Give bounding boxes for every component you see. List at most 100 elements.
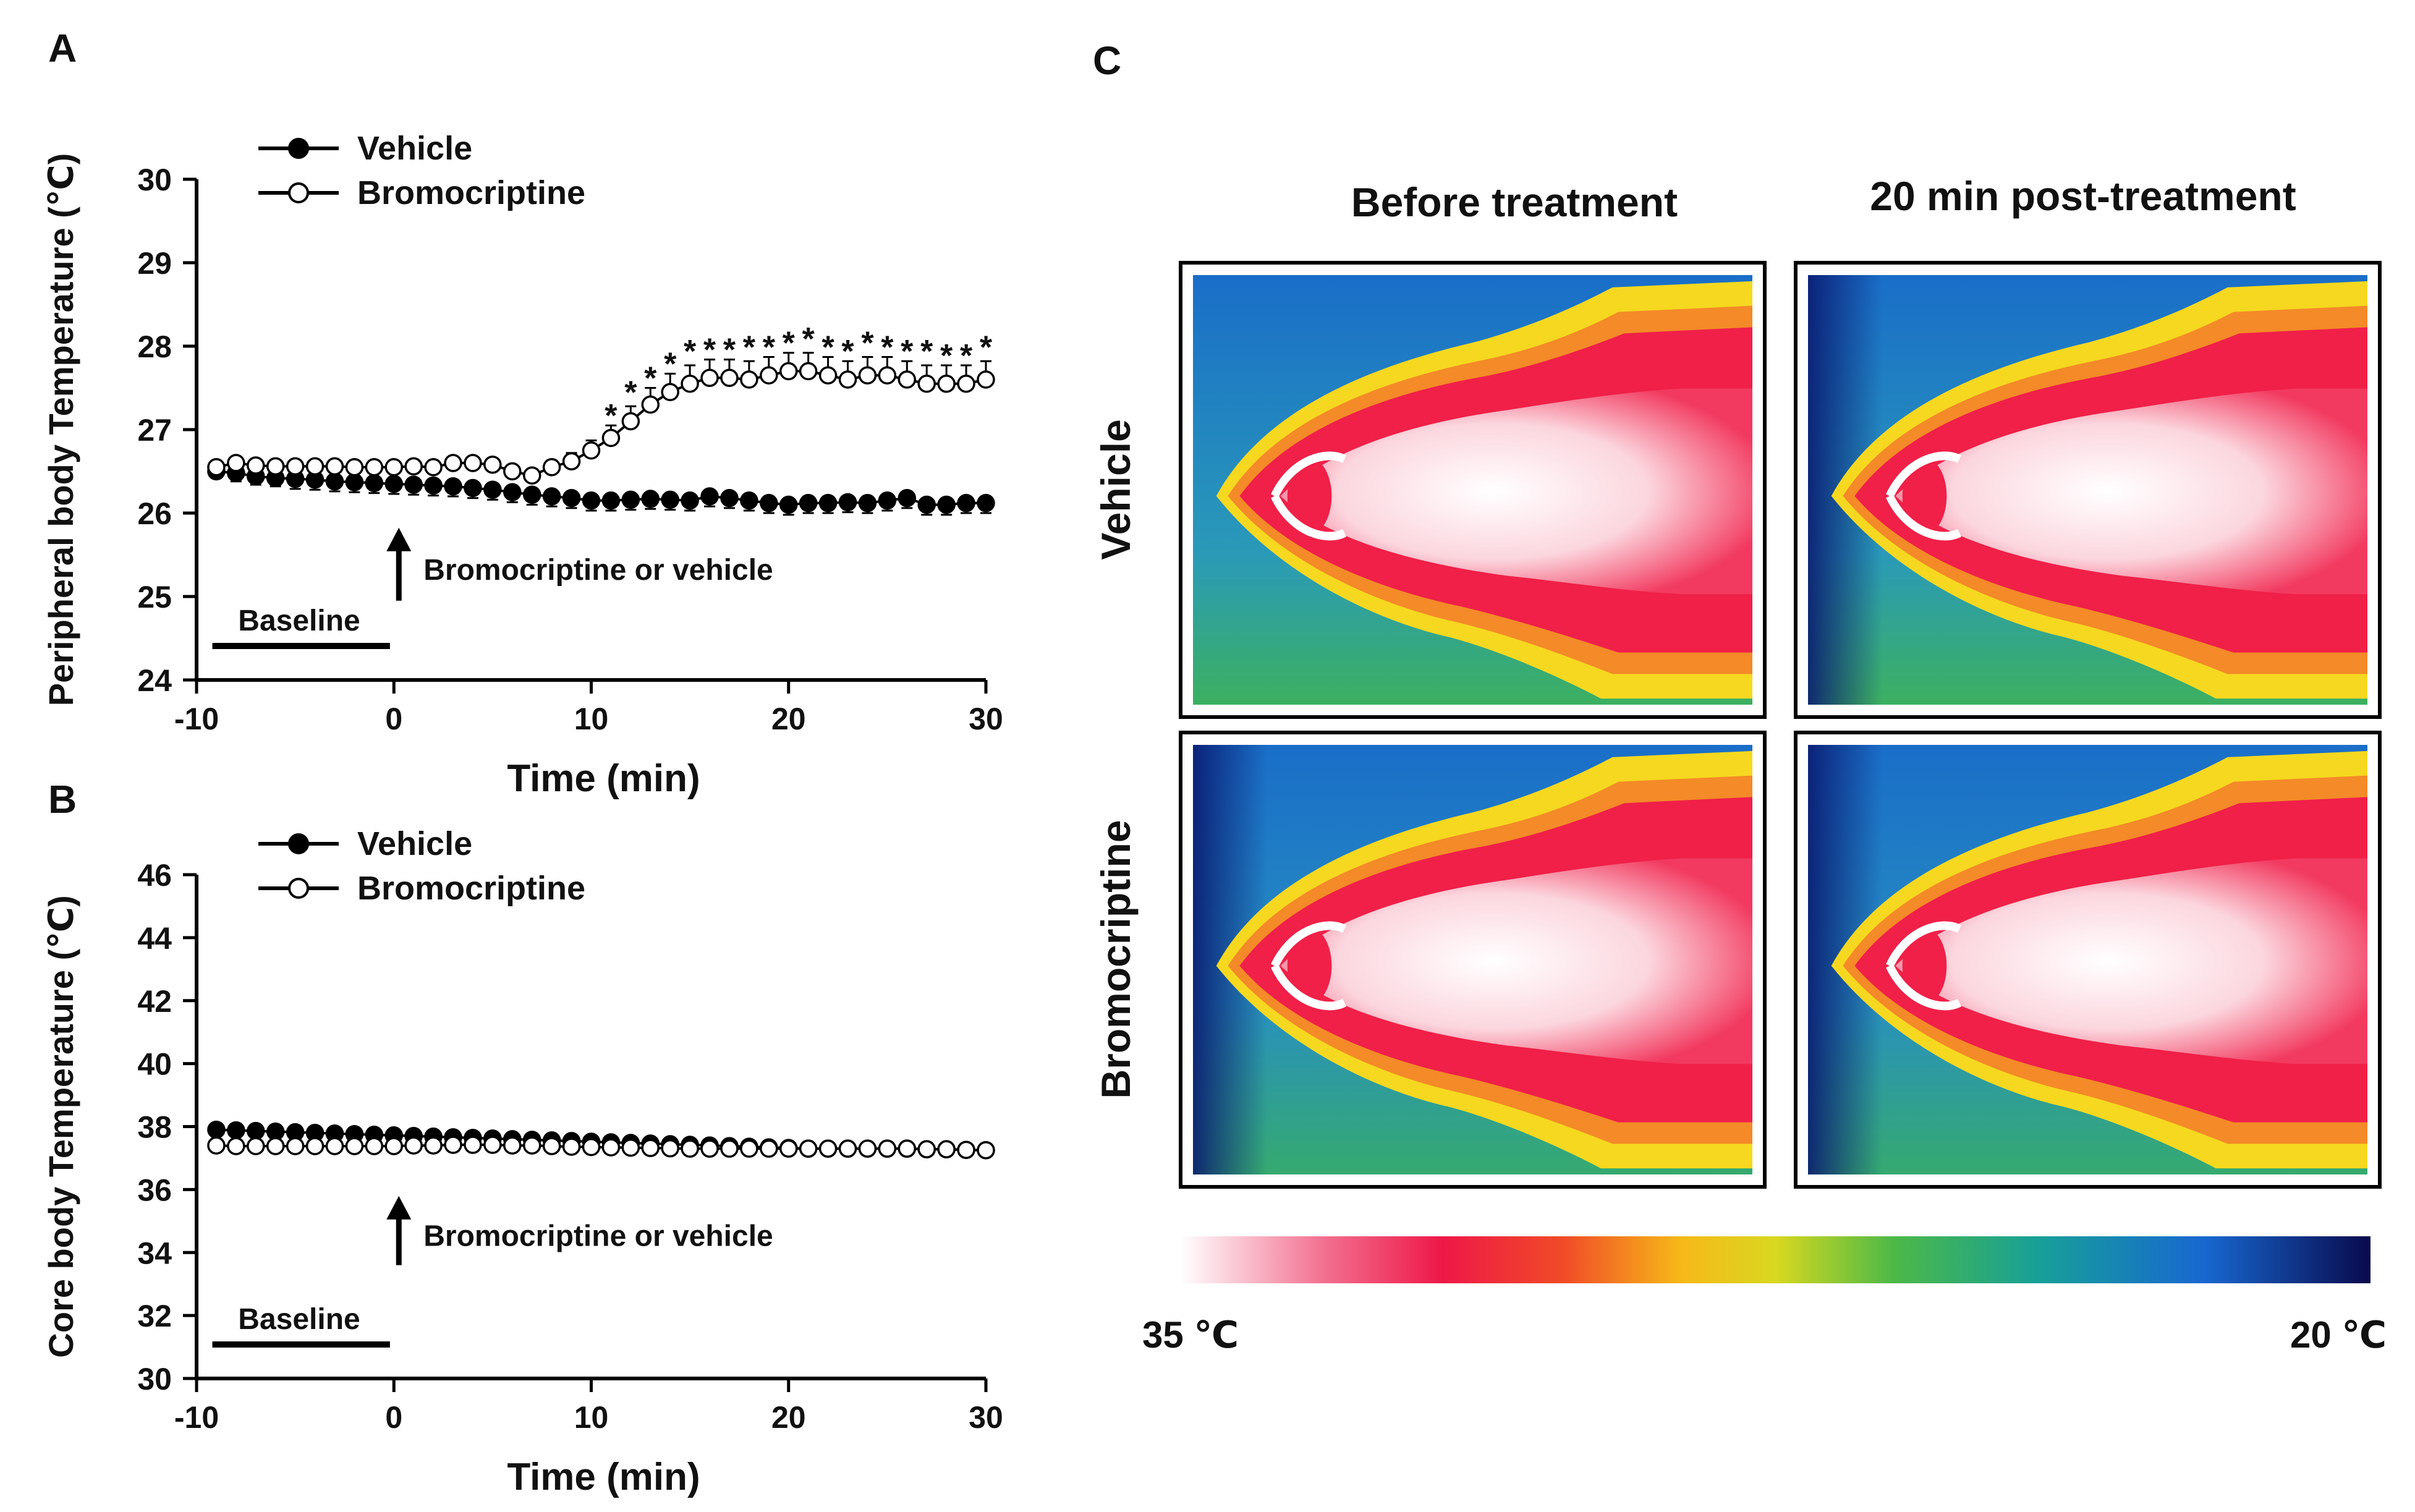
series-vehicle [207,1120,995,1160]
data-point [700,487,719,506]
thermal-image-vehicle-before [1179,261,1767,719]
significance-asterisk: * [841,334,854,370]
series-line [216,1144,987,1152]
data-point [207,1120,226,1139]
y-tick-label: 46 [137,858,172,893]
data-point [720,368,739,388]
significance-asterisk: * [960,338,973,374]
data-point [957,375,975,393]
y-tick-label: 29 [137,246,172,281]
data-point [522,466,541,485]
data-point [562,1137,581,1156]
y-tick-label: 32 [137,1299,172,1333]
y-tick-label: 40 [137,1047,172,1082]
data-point [424,458,443,477]
data-point [227,454,245,472]
significance-asterisk: * [901,334,914,370]
data-point [957,494,975,512]
data-point [917,1140,936,1158]
data-point [878,366,897,384]
y-tick-label: 25 [137,580,172,614]
data-point [937,1140,956,1158]
y-tick-label: 44 [137,921,172,956]
data-point [720,1139,739,1158]
scale-label-hot: 35 ℃ [1142,1314,1239,1356]
y-axis-label: Peripheral body Temperature (℃) [41,153,80,707]
legend-marker [288,138,309,159]
data-point [384,1137,403,1155]
data-point [818,366,838,384]
data-point [464,454,482,472]
data-point [305,457,325,476]
data-point [681,375,699,393]
significance-asterisk: * [605,398,618,434]
data-point [898,370,917,389]
data-point [483,455,502,474]
temperature-scale-bar [1181,1236,2370,1283]
y-tick-label: 27 [137,413,172,448]
data-point [799,1139,818,1158]
chart-b: 30 32 34 36 38 40 42 44 46 -10 0 10 20 30 Time (min) Co… [41,825,1003,1498]
data-point [799,362,818,381]
data-point [779,362,798,381]
data-point [345,473,364,491]
data-point [562,452,581,471]
y-axis-label: Core body Temperature (℃) [41,895,80,1357]
data-point [305,1137,325,1155]
data-point [760,494,778,512]
data-point [818,494,838,512]
legend-marker [288,878,309,899]
data-point [404,1136,423,1155]
column-title: 20 min post-treatment [1870,173,2296,219]
data-point [503,462,522,481]
data-point [641,1139,660,1157]
legend-entry: Bromocriptine [357,870,585,907]
data-point [601,491,621,510]
data-point [464,478,482,498]
treatment-arrow-head [386,527,412,551]
data-point [838,370,857,389]
y-tick-label: 36 [137,1173,172,1207]
data-point [661,383,679,401]
significance-asterisk: * [861,326,874,362]
panel-letter-b: B [48,777,77,822]
data-point [601,1138,621,1157]
data-point [345,458,364,477]
x-tick-label: 30 [969,1400,1003,1435]
significance-asterisk: * [802,321,815,357]
data-point [740,370,758,389]
x-tick-label: 20 [771,1400,806,1435]
data-point [582,491,601,510]
data-point [661,1139,679,1158]
data-point [227,1137,245,1155]
data-point [661,490,679,509]
data-point [562,488,581,508]
y-tick-label: 30 [137,1362,172,1396]
significance-asterisk: * [783,326,796,362]
data-point [325,1137,344,1155]
data-point [503,1136,522,1155]
data-point [818,1139,838,1158]
data-point [977,370,995,389]
row-title: Bromocriptine [1093,820,1139,1098]
data-point [858,366,877,384]
data-point [898,488,917,508]
data-point [542,458,561,477]
data-point [522,1136,541,1155]
data-point [917,495,936,514]
legend-entry: Vehicle [357,130,472,167]
data-point [957,1140,975,1159]
x-tick-label: 20 [771,702,806,736]
data-point [266,1137,285,1155]
significance-asterisk: * [743,329,756,365]
data-point [740,1139,758,1158]
column-title: Before treatment [1351,179,1678,225]
data-point [247,456,265,475]
treatment-annotation: Bromocriptine or vehicle [423,554,773,587]
x-tick-label: 10 [574,1400,609,1435]
data-point [444,1136,462,1154]
significance-asterisk: * [664,346,677,382]
data-point [266,457,285,476]
data-point [779,1139,798,1158]
